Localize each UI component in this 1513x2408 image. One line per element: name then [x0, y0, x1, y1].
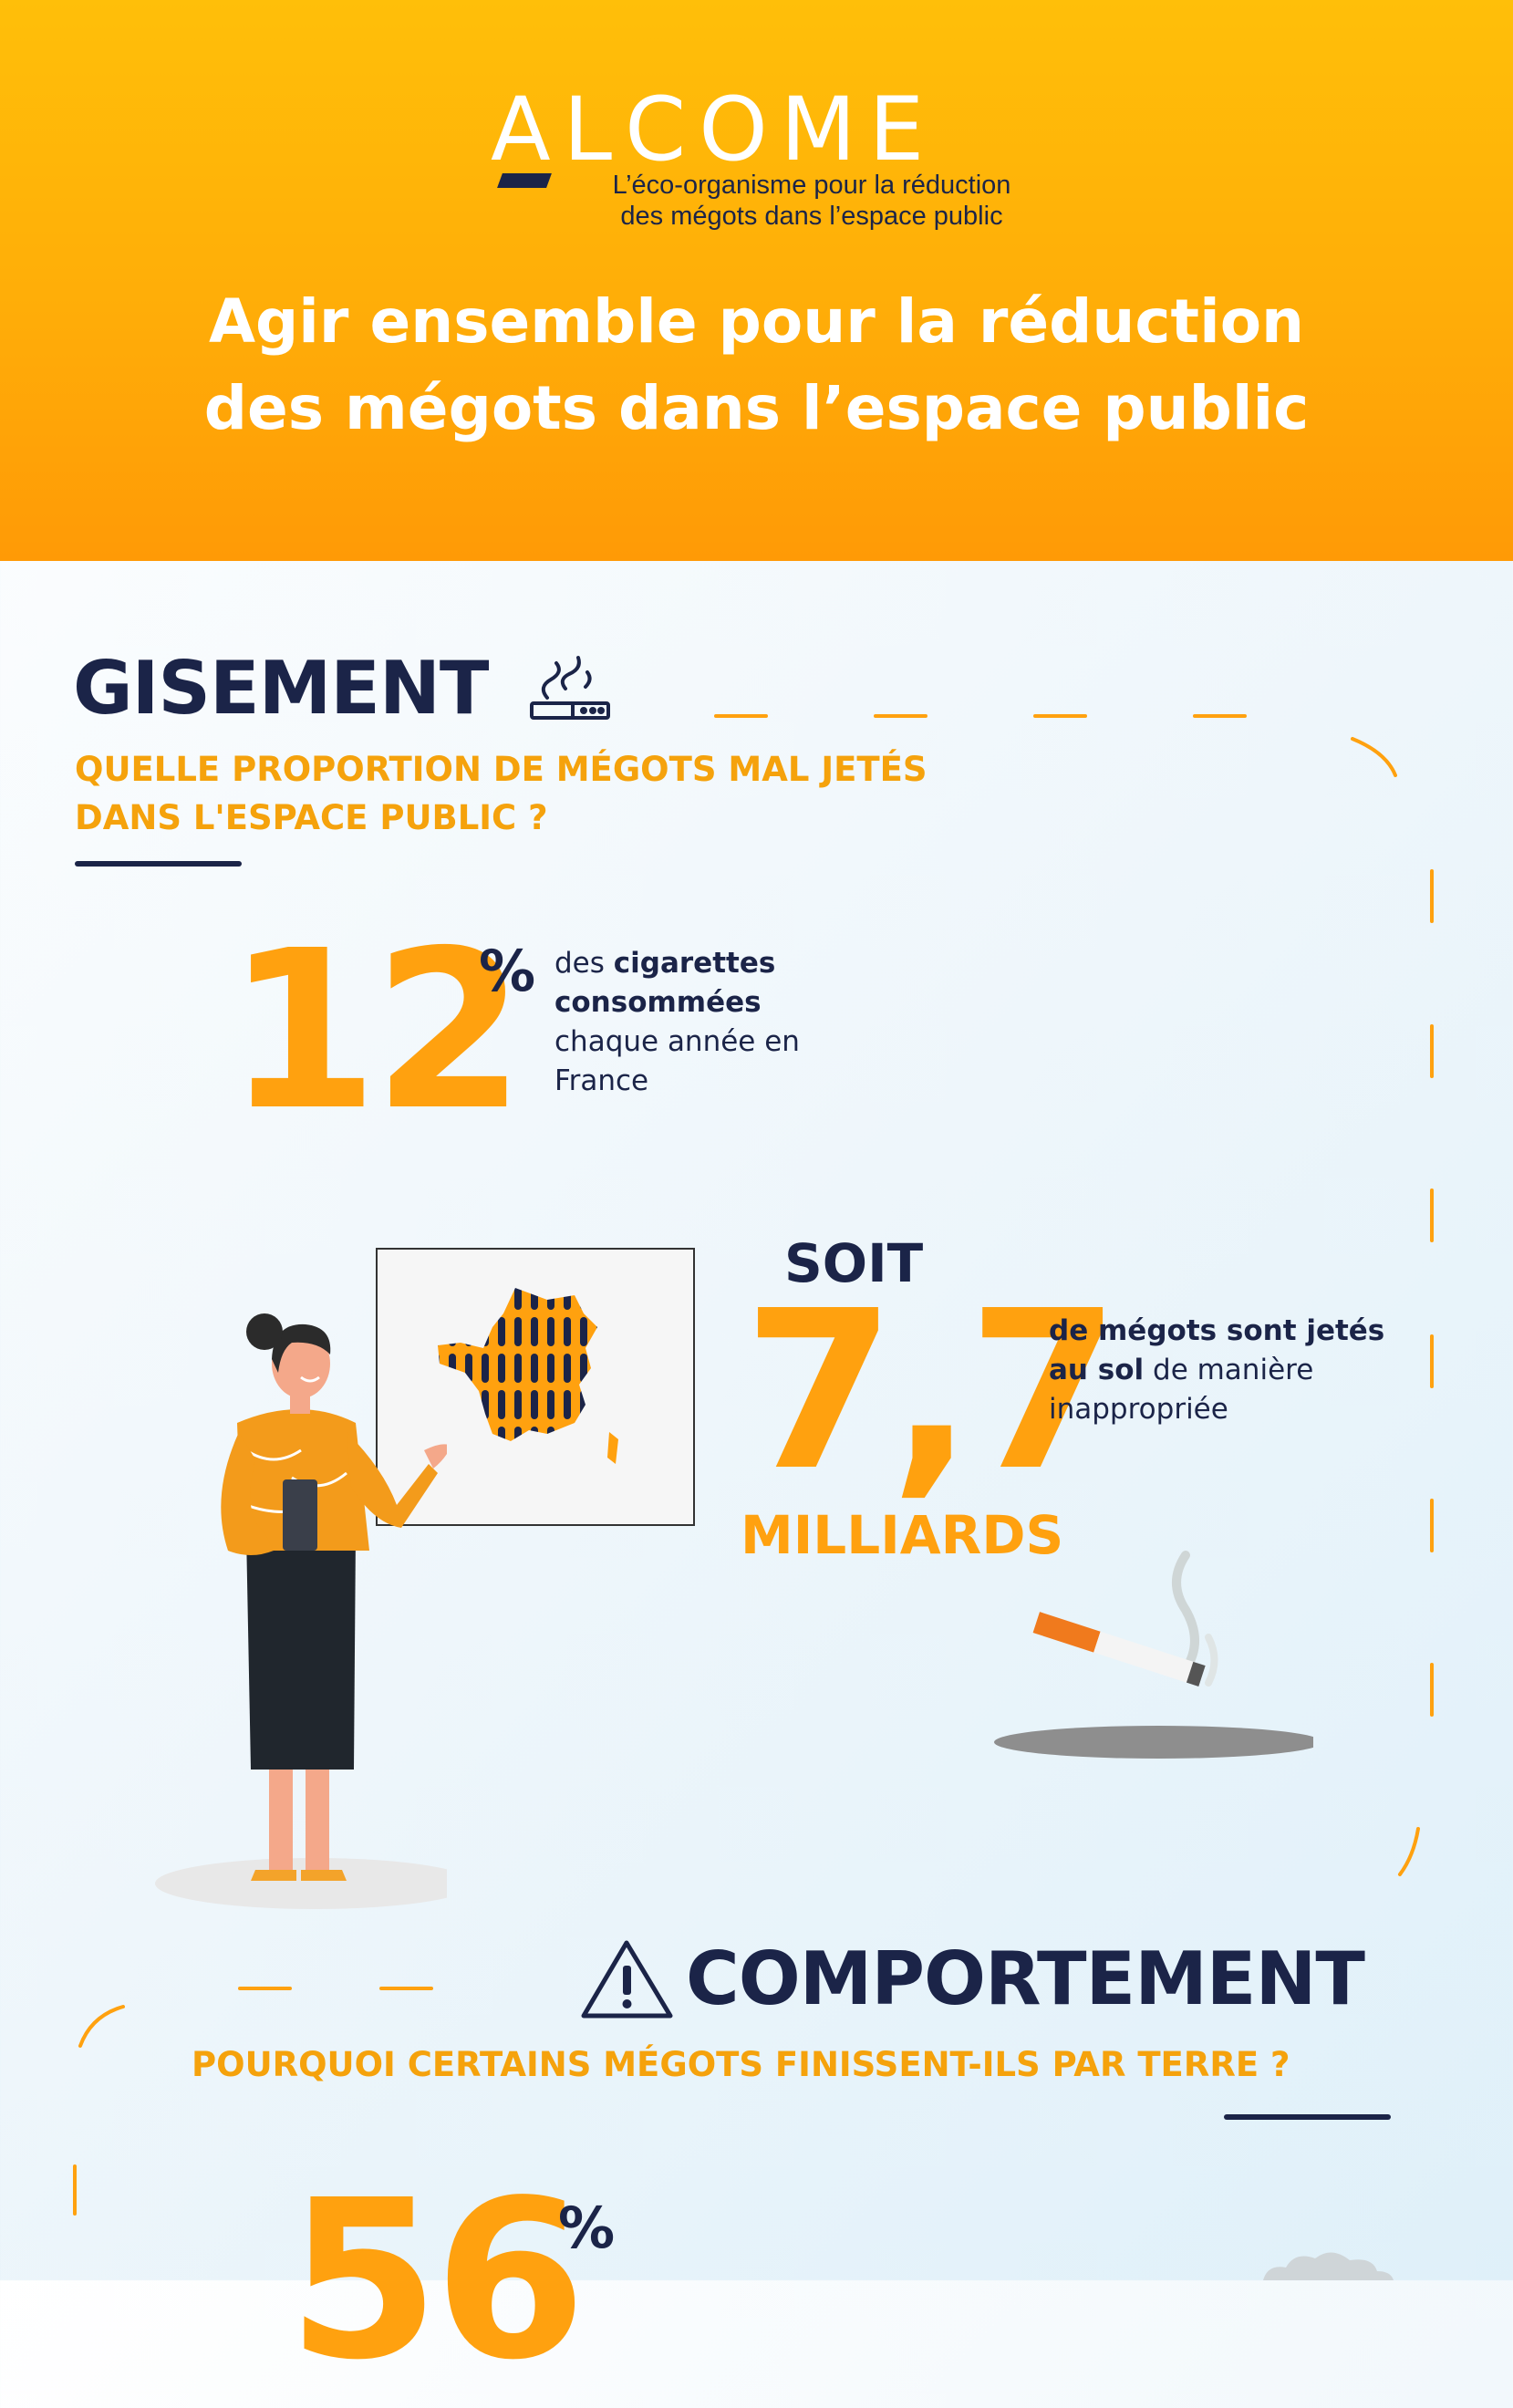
stat1-text-part1: des: [554, 947, 614, 980]
warning-icon: [581, 1940, 673, 2019]
logo-dash: [497, 173, 552, 188]
logo-tagline-line2: des mégots dans l’espace public: [620, 202, 1003, 231]
header-banner: [0, 0, 1513, 561]
stat1-unit: %: [479, 938, 536, 1004]
stat1-value: 12: [226, 903, 525, 1158]
stat1-text-bold: cigarettes consommées: [554, 947, 776, 1019]
alcome-logo: ALCOME: [491, 80, 1029, 179]
stat2-text-bold: de mégots sont jetés au sol: [1049, 1314, 1385, 1386]
comportement-question: POURQUOI CERTAINS MÉGOTS FINISSENT-ILS P…: [192, 2045, 1290, 2084]
cloud-decoration: [1263, 2252, 1394, 2280]
page-title-line2: des mégots dans l’espace public: [203, 373, 1310, 443]
gisement-question: QUELLE PROPORTION DE MÉGOTS MAL JETÉS DA…: [75, 745, 1078, 842]
comportement-underline: [1224, 2114, 1391, 2120]
stat1-text: des cigarettes consommées chaque année e…: [554, 944, 855, 1101]
stat2-unit: MILLIARDS: [741, 1504, 1064, 1566]
woman-illustration: [155, 1313, 447, 1909]
soit-label: SOIT: [784, 1232, 924, 1294]
stat2-text: de mégots sont jetés au sol de manière i…: [1049, 1312, 1432, 1429]
logo-tagline-line1: L’éco-organisme pour la réduction: [612, 171, 1011, 200]
stat3-value: 56: [287, 2153, 586, 2408]
stat2-text-part2: de manière inappropriée: [1049, 1354, 1314, 1426]
cigarette-smoke-icon: [530, 656, 610, 720]
gisement-question-line2: DANS L'ESPACE PUBLIC ?: [75, 798, 548, 837]
dashed-path-decoration: [73, 714, 1434, 2216]
comportement-title: COMPORTEMENT: [686, 1936, 1365, 2021]
gisement-question-line1: QUELLE PROPORTION DE MÉGOTS MAL JETÉS: [75, 750, 927, 789]
gisement-underline: [75, 861, 242, 867]
france-map-icon: [438, 1288, 618, 1464]
page-title: Agir ensemble pour la réduction des mégo…: [55, 278, 1458, 452]
gisement-title: GISEMENT: [73, 646, 489, 731]
logo-text: ALCOME: [491, 78, 938, 181]
logo-tagline: L’éco-organisme pour la réduction des mé…: [584, 170, 1040, 232]
stat3-unit: %: [558, 2195, 616, 2261]
cigarette-illustration: [994, 1551, 1313, 1759]
page-title-line1: Agir ensemble pour la réduction: [208, 286, 1305, 357]
stat1-text-part2: chaque année en France: [554, 1025, 800, 1097]
stat2-value: 7,7: [743, 1263, 1120, 1519]
